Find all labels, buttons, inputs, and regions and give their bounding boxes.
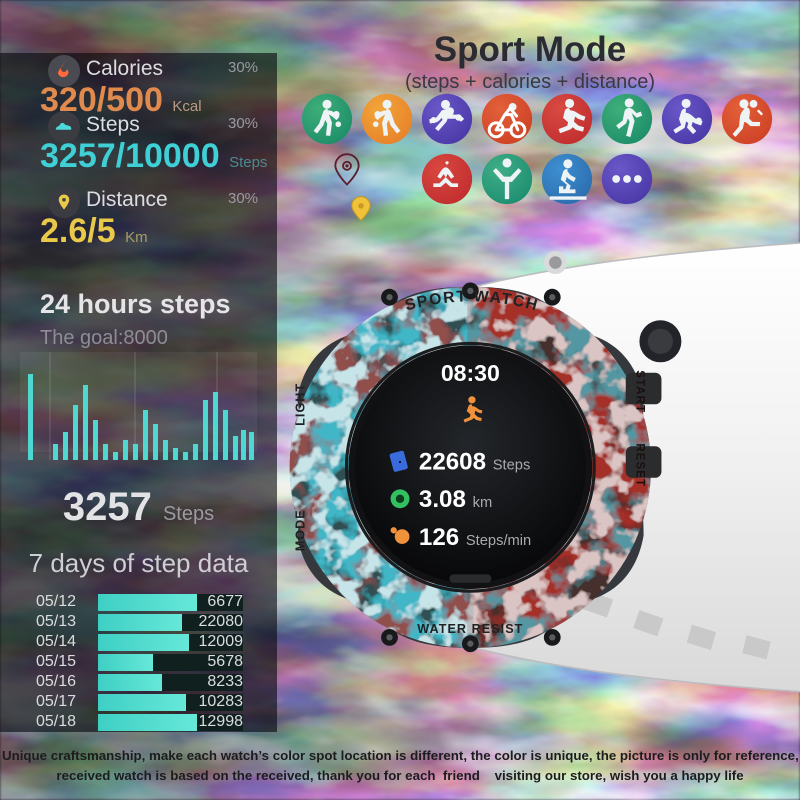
svg-text:LIGHT: LIGHT bbox=[293, 383, 307, 426]
svg-text:RESET: RESET bbox=[633, 443, 645, 487]
svg-text:WATER RESIST: WATER RESIST bbox=[417, 622, 523, 636]
svg-text:MODE: MODE bbox=[293, 509, 307, 551]
svg-text:08:30: 08:30 bbox=[441, 360, 500, 386]
svg-text:START: START bbox=[633, 370, 645, 413]
